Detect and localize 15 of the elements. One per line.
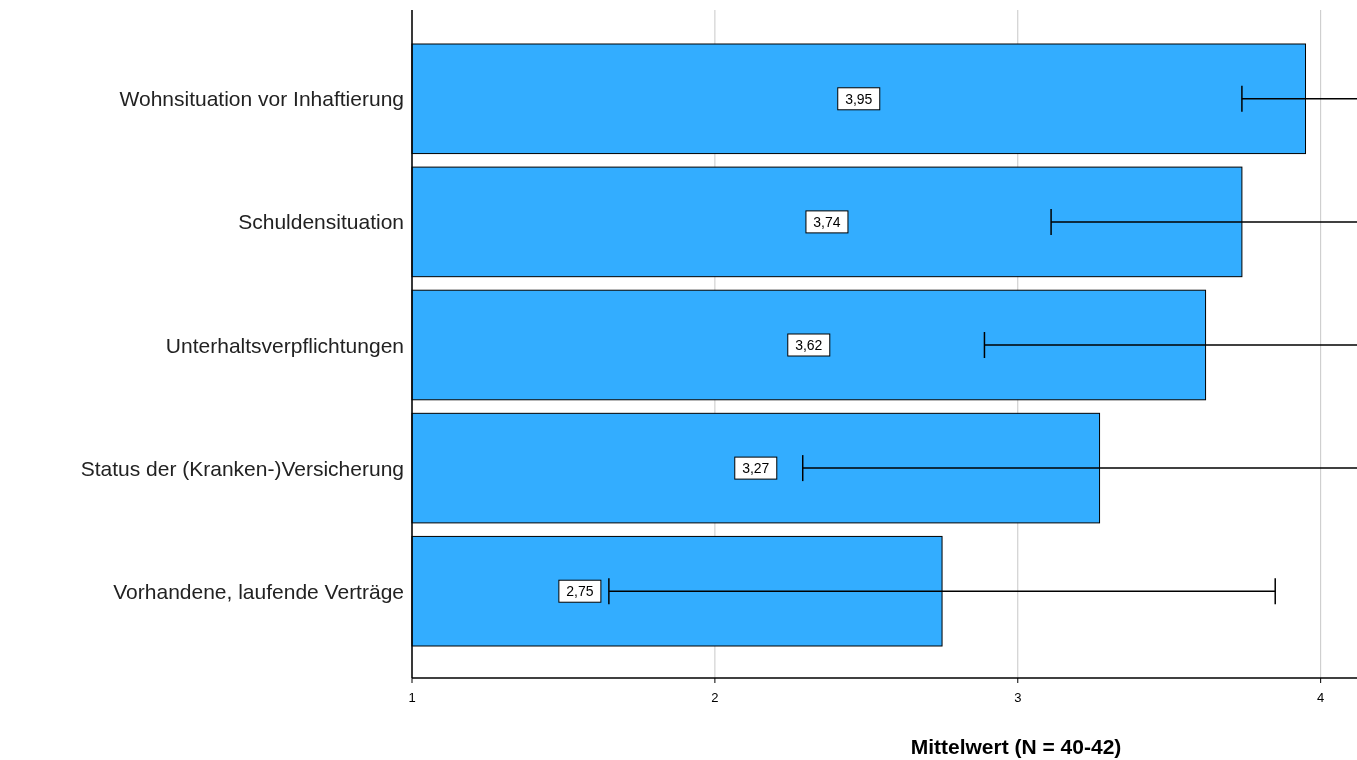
y-tick-label: Wohnsituation vor Inhaftierung xyxy=(119,87,404,111)
y-tick-label: Schuldensituation xyxy=(238,210,404,234)
x-tick-label: 1 xyxy=(408,690,416,705)
data-label: 2,75 xyxy=(566,583,594,600)
x-tick-label: 3 xyxy=(1014,690,1022,705)
x-tick-label: 4 xyxy=(1317,690,1325,705)
y-tick-label: Unterhaltsverpflichtungen xyxy=(165,333,404,357)
data-label: 3,27 xyxy=(742,460,770,477)
data-label: 3,62 xyxy=(795,337,823,353)
x-axis-title: Mittelwert (N = 40-42) xyxy=(910,735,1122,758)
data-label: 3,74 xyxy=(813,213,841,230)
data-label: 3,95 xyxy=(845,90,873,107)
y-tick-label: Vorhandene, laufende Verträge xyxy=(113,579,404,603)
y-tick-label: Status der (Kranken-)Versicherung xyxy=(80,456,404,480)
x-tick-label: 2 xyxy=(711,690,719,705)
